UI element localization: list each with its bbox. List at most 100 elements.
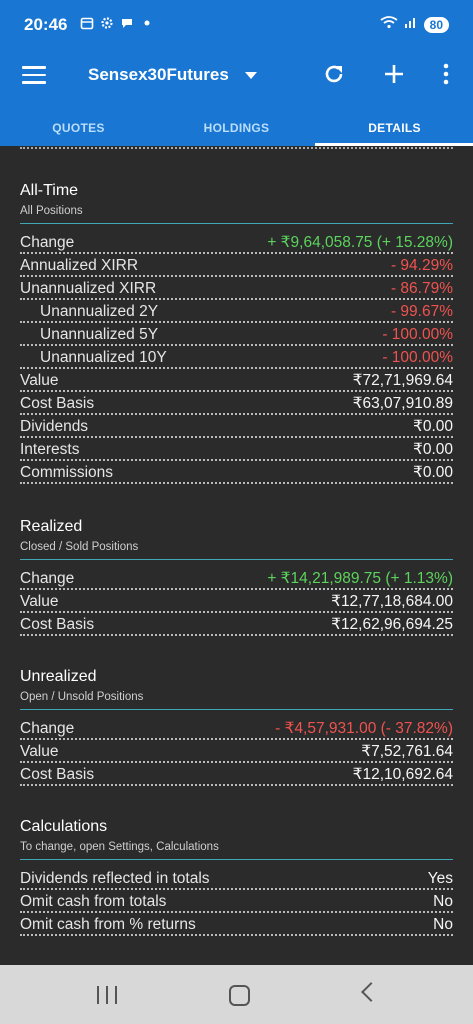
wifi-icon [380,15,398,34]
row-value: ₹0.00 [412,441,453,458]
row-label: Unannualized 5Y [40,326,159,343]
realized-row-change: Change + ₹14,21,989.75 (+ 1.13%) [20,566,453,590]
row-label: Interests [20,441,80,458]
row-label: Commissions [20,464,114,481]
calendar-icon [80,16,94,30]
detail-row-dividends: Dividends ₹0.00 [20,414,453,438]
row-label: Omit cash from totals [20,893,167,910]
divider [20,147,453,149]
row-label: Value [20,593,59,610]
row-value: - 99.67% [390,303,453,320]
detail-row-annualized-xirr: Annualized XIRR - 94.29% [20,253,453,277]
row-label: Annualized XIRR [20,257,139,274]
tab-quotes[interactable]: QUOTES [52,121,105,135]
row-value: Yes [427,870,453,887]
settings-icon [100,16,114,30]
tab-details[interactable]: DETAILS [368,121,421,135]
dropdown-icon[interactable] [245,72,257,79]
chat-icon [120,16,134,30]
detail-row-unannualized-5y: Unannualized 5Y - 100.00% [20,322,453,346]
row-value: - 94.29% [390,257,453,274]
unrealized-row-cost-basis: Cost Basis ₹12,10,692.64 [20,762,453,786]
detail-row-commissions: Commissions ₹0.00 [20,460,453,484]
status-time: 20:46 [24,15,68,34]
row-value: No [433,916,453,933]
status-bar: 20:46 80 [0,0,473,50]
realized-row-cost-basis: Cost Basis ₹12,62,96,694.25 [20,612,453,636]
menu-icon[interactable] [22,66,46,84]
detail-row-cost-basis: Cost Basis ₹63,07,910.89 [20,391,453,415]
row-label: Value [20,372,59,389]
section-title-realized: Realized [20,518,83,535]
calc-row-dividends-reflected: Dividends reflected in totals Yes [20,866,453,890]
section-rule [20,709,453,710]
row-value: + ₹14,21,989.75 (+ 1.13%) [267,570,453,587]
home-icon[interactable] [229,985,250,1006]
unrealized-row-value: Value ₹7,52,761.64 [20,739,453,763]
section-rule [20,859,453,860]
row-value: - 86.79% [390,280,453,297]
more-icon[interactable] [436,62,456,86]
section-title-all-time: All-Time [20,182,79,199]
row-value: ₹12,10,692.64 [352,766,453,783]
row-value: ₹0.00 [412,418,453,435]
detail-row-interests: Interests ₹0.00 [20,437,453,461]
row-label: Change [20,234,75,251]
row-label: Change [20,720,75,737]
detail-row-unannualized-2y: Unannualized 2Y - 99.67% [20,299,453,323]
dot-icon [140,16,154,30]
section-subtitle-unrealized: Open / Unsold Positions [20,691,144,703]
section-rule [20,223,453,224]
row-value: - 100.00% [382,326,453,343]
detail-row-unannualized-xirr: Unannualized XIRR - 86.79% [20,276,453,300]
back-icon[interactable] [361,982,381,1002]
row-value: ₹12,77,18,684.00 [331,593,453,610]
row-label: Dividends [20,418,89,435]
unrealized-row-change: Change - ₹4,57,931.00 (- 37.82%) [20,716,453,740]
row-value: ₹72,71,969.64 [352,372,453,389]
system-nav-bar [0,965,473,1024]
row-value: - 100.00% [382,349,453,366]
row-value: + ₹9,64,058.75 (+ 15.28%) [267,234,453,251]
status-system-icons: 80 [380,15,449,34]
row-value: No [433,893,453,910]
app-bar: Sensex30Futures [0,50,473,100]
row-value: ₹12,62,96,694.25 [331,616,453,633]
row-label: Value [20,743,59,760]
row-label: Cost Basis [20,766,95,783]
section-title-calculations: Calculations [20,818,108,835]
row-label: Omit cash from % returns [20,916,196,933]
tab-holdings[interactable]: HOLDINGS [203,121,270,135]
row-value: ₹7,52,761.64 [361,743,453,760]
calc-row-omit-cash-returns: Omit cash from % returns No [20,912,453,936]
section-subtitle-calculations: To change, open Settings, Calculations [20,841,219,853]
recents-icon[interactable] [97,986,117,1004]
refresh-icon[interactable] [322,62,346,86]
row-label: Unannualized 10Y [40,349,167,366]
row-value: - ₹4,57,931.00 (- 37.82%) [275,720,453,737]
row-value: ₹0.00 [412,464,453,481]
tab-bar: QUOTES HOLDINGS DETAILS [0,100,473,146]
section-rule [20,559,453,560]
detail-row-change: Change + ₹9,64,058.75 (+ 15.28%) [20,230,453,254]
detail-row-unannualized-10y: Unannualized 10Y - 100.00% [20,345,453,369]
row-label: Change [20,570,75,587]
calc-row-omit-cash-totals: Omit cash from totals No [20,889,453,913]
row-label: Dividends reflected in totals [20,870,210,887]
row-label: Unannualized 2Y [40,303,159,320]
section-subtitle-realized: Closed / Sold Positions [20,541,139,553]
active-tab-indicator [315,143,473,146]
row-label: Unannualized XIRR [20,280,157,297]
section-subtitle-all-time: All Positions [20,205,83,217]
row-label: Cost Basis [20,616,95,633]
section-title-unrealized: Unrealized [20,668,97,685]
row-label: Cost Basis [20,395,95,412]
status-notification-icons [80,16,154,30]
detail-row-value: Value ₹72,71,969.64 [20,368,453,392]
realized-row-value: Value ₹12,77,18,684.00 [20,589,453,613]
portfolio-title[interactable]: Sensex30Futures [88,65,229,84]
add-icon[interactable] [382,62,406,86]
signal-icon [404,15,418,34]
row-value: ₹63,07,910.89 [352,395,453,412]
battery-indicator: 80 [423,16,449,33]
